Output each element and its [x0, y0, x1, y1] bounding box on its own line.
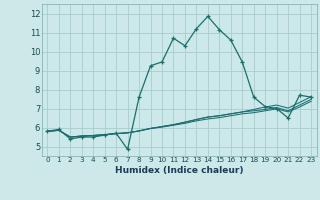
X-axis label: Humidex (Indice chaleur): Humidex (Indice chaleur)	[115, 166, 244, 175]
